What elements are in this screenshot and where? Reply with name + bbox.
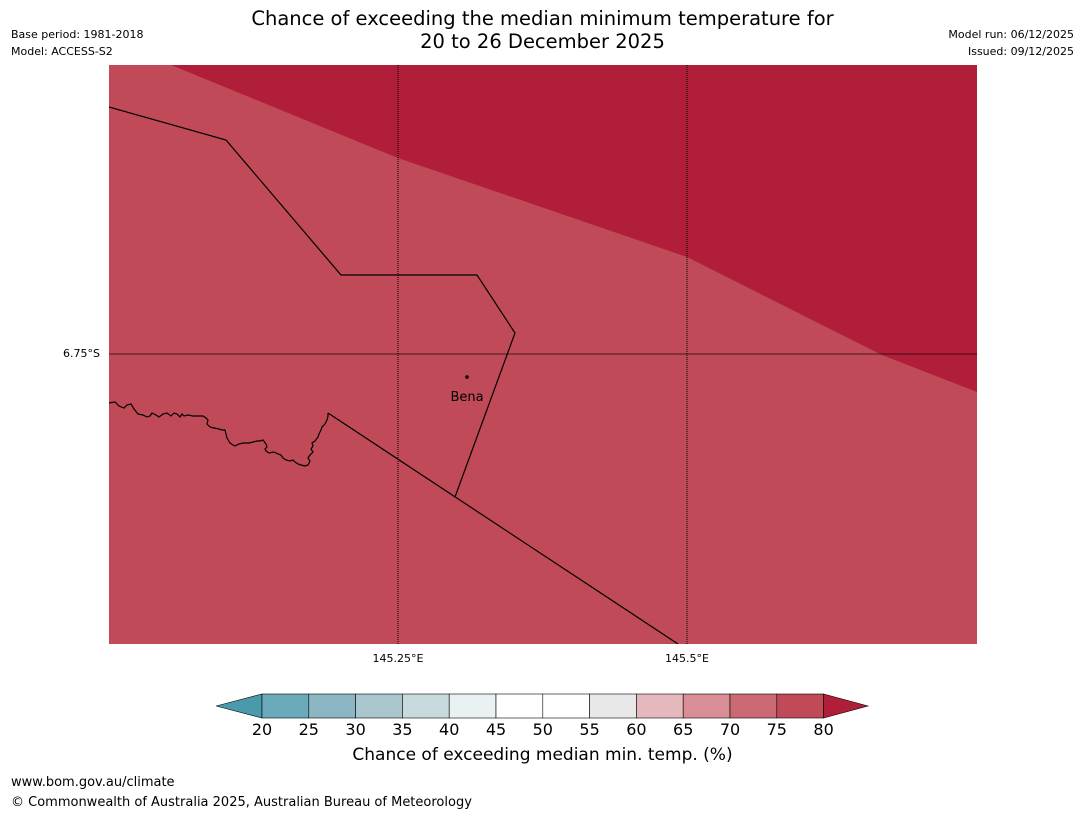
colorbar-over-extension: [823, 693, 870, 719]
colorbar-tick-label: 55: [579, 720, 600, 739]
colorbar-bin-60-65: [636, 693, 684, 719]
chart-title: Chance of exceeding the median minimum t…: [0, 7, 1085, 53]
colorbar-bin-35-40: [402, 693, 450, 719]
metadata-left: Base period: 1981-2018 Model: ACCESS-S2: [11, 26, 143, 60]
title-line-1: Chance of exceeding the median minimum t…: [251, 7, 834, 30]
colorbar-bin-50-55: [542, 693, 590, 719]
colorbar-tick-label: 70: [719, 720, 741, 739]
footer-copyright: © Commonwealth of Australia 2025, Austra…: [11, 795, 472, 810]
longitude-label-145-25: 145.25°E: [372, 652, 424, 665]
colorbar-bin-30-35: [355, 693, 403, 719]
colorbar-bin-55-60: [589, 693, 637, 719]
colorbar-tick-label: 65: [673, 720, 694, 739]
forecast-map: Bena: [109, 65, 977, 644]
model-run-text: Model run: 06/12/2025: [948, 28, 1074, 41]
province-boundary-north: [109, 106, 516, 498]
issued-text: Issued: 09/12/2025: [967, 45, 1074, 58]
colorbar-bin-20-25: [261, 693, 310, 719]
base-period-text: Base period: 1981-2018: [11, 28, 144, 41]
footer-website: www.bom.gov.au/climate: [11, 775, 175, 790]
place-marker-bena: [465, 375, 469, 379]
colorbar-under-extension: [216, 693, 263, 719]
model-text: Model: ACCESS-S2: [11, 45, 113, 58]
colorbar-tick-label: 40: [439, 720, 460, 739]
colorbar-bin-45-50: [495, 693, 544, 719]
colorbar-tick-label: 80: [813, 720, 834, 739]
colorbar-tick-label: 60: [626, 720, 647, 739]
colorbar-bin-40-45: [448, 693, 497, 719]
longitude-label-145-5: 145.5°E: [665, 652, 709, 665]
colorbar-title: Chance of exceeding median min. temp. (%…: [352, 745, 733, 765]
colorbar-tick-label: 75: [766, 720, 787, 739]
province-boundary-river: [109, 401, 329, 467]
latitude-label: 6.75°S: [63, 347, 100, 360]
colorbar-tick-label: 45: [485, 720, 507, 739]
province-boundary-south: [327, 412, 679, 644]
colorbar-bin-75-80: [776, 693, 824, 719]
colorbar-bin-25-30: [308, 693, 356, 719]
region-above-80: [171, 65, 977, 392]
colorbar-tick-label: 50: [532, 720, 553, 739]
colorbar-tick-label: 25: [298, 720, 319, 739]
title-line-2: 20 to 26 December 2025: [420, 30, 665, 53]
colorbar-bin-65-70: [682, 693, 731, 719]
colorbar-bin-70-75: [729, 693, 778, 719]
colorbar: [216, 693, 870, 719]
colorbar-tick-label: 30: [345, 720, 366, 739]
place-label-bena: Bena: [450, 390, 483, 405]
metadata-right: Model run: 06/12/2025 Issued: 09/12/2025: [948, 26, 1074, 60]
colorbar-tick-label: 35: [392, 720, 413, 739]
colorbar-tick-label: 20: [251, 720, 273, 739]
